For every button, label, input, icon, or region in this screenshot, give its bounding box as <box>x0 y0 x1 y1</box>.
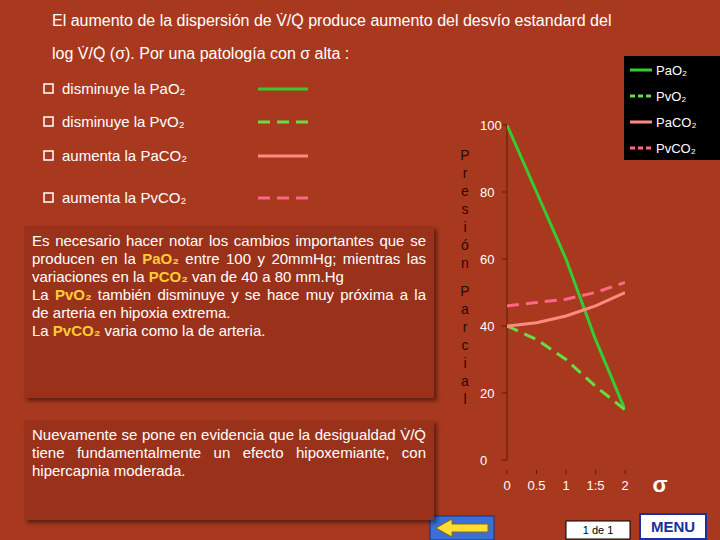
line-sample <box>258 121 308 124</box>
list-item: disminuye la PvO₂ <box>62 113 185 130</box>
y-tick <box>502 125 507 126</box>
x-axis-label: σ <box>652 472 667 497</box>
legend-swatch <box>630 121 652 124</box>
note-text: Nuevamente se pone en evidencia que la d… <box>32 426 426 479</box>
title-line: El aumento de la dispersión de V̇/Q̇ pro… <box>52 12 611 30</box>
y-axis-label: Presión Parcial <box>460 147 469 407</box>
x-tick <box>566 470 567 474</box>
series-line <box>507 326 625 410</box>
emphasis: PCO₂ <box>149 268 188 285</box>
bullet <box>44 84 53 93</box>
legend-swatch <box>630 95 652 98</box>
list-item: aumenta la PaCO₂ <box>62 147 187 164</box>
legend-swatch <box>630 147 652 150</box>
y-tick <box>502 326 507 327</box>
list-item: aumenta la PvCO₂ <box>62 189 186 206</box>
line-sample <box>258 197 308 200</box>
back-button[interactable] <box>430 516 494 540</box>
legend-label: PaCO₂ <box>656 115 696 130</box>
bullet <box>44 151 53 160</box>
note-text: varia como la de arteria. <box>100 322 265 339</box>
y-tick <box>502 460 507 461</box>
series-line <box>507 125 625 410</box>
y-tick <box>502 192 507 193</box>
x-tick <box>595 470 596 474</box>
legend-label: PaO₂ <box>656 63 687 78</box>
title-line: log V̇/Q̇ (σ). Por una patología con σ a… <box>52 45 349 63</box>
legend-swatch <box>630 69 652 72</box>
emphasis: PvCO₂ <box>53 322 101 339</box>
y-tick <box>502 259 507 260</box>
legend-label: PvO₂ <box>656 89 686 104</box>
legend-label: PvCO₂ <box>656 141 696 156</box>
y-tick-label: 100 <box>480 118 502 133</box>
plot-area <box>507 125 625 410</box>
x-tick <box>507 470 508 474</box>
note-box: Es necesario hacer notar los cambios imp… <box>24 226 434 398</box>
page-text: 1 de 1 <box>583 524 614 536</box>
legend: PaO₂ PvO₂ PaCO₂ PvCO₂ <box>624 56 720 160</box>
x-tick-label: 0.5 <box>527 478 545 493</box>
page-indicator: 1 de 1 <box>566 521 630 539</box>
series-line <box>507 293 625 327</box>
x-tick-label: 0 <box>503 478 510 493</box>
slide: El aumento de la dispersión de V̇/Q̇ pro… <box>0 0 720 540</box>
series-line <box>507 282 625 305</box>
x-tick-label: 1:5 <box>586 478 604 493</box>
emphasis: PaO₂ <box>142 250 179 267</box>
line-sample <box>258 88 308 91</box>
line-sample <box>258 155 308 158</box>
list-item: disminuye la PaO₂ <box>62 80 185 97</box>
x-tick-label: 1 <box>562 478 569 493</box>
menu-text[interactable]: MENU <box>651 518 695 535</box>
x-tick <box>536 470 537 474</box>
x-tick <box>625 470 626 474</box>
bullet <box>44 193 53 202</box>
y-axis <box>507 125 508 460</box>
y-tick-label: 80 <box>480 185 494 200</box>
x-tick-label: 2 <box>621 478 628 493</box>
emphasis: PvO₂ <box>55 286 92 303</box>
y-tick-label: 0 <box>480 453 487 468</box>
y-tick-label: 40 <box>480 319 494 334</box>
note-box: Nuevamente se pone en evidencia que la d… <box>24 420 434 520</box>
menu-button[interactable]: MENU <box>640 514 706 539</box>
y-tick-label: 60 <box>480 252 494 267</box>
y-tick-label: 20 <box>480 386 494 401</box>
legend-box <box>624 56 720 160</box>
y-tick <box>502 393 507 394</box>
bullet <box>44 117 53 126</box>
